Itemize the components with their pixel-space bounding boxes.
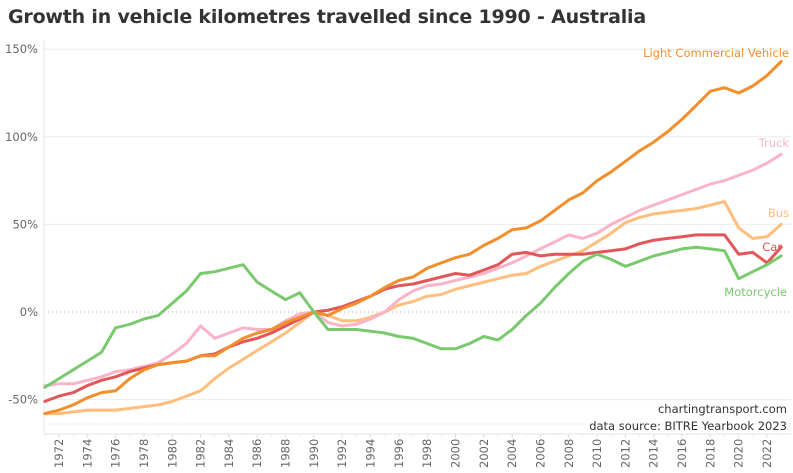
x-tick-label: 1972: [52, 439, 66, 468]
x-tick-label: 1988: [279, 439, 293, 468]
x-tick-label: 2016: [675, 439, 689, 468]
x-tick-label: 2010: [590, 439, 604, 468]
y-tick-label: 100%: [5, 130, 38, 144]
x-tick-label: 2006: [533, 439, 547, 468]
series-lines: [43, 60, 783, 416]
x-tick-label: 1986: [250, 439, 264, 468]
grid-lines: [44, 48, 791, 401]
x-tick-label: 2018: [703, 439, 717, 468]
x-tick-label: 1984: [222, 439, 236, 468]
series-labels: Light Commercial Vehicle Truck Bus Car Motor…: [643, 46, 789, 299]
source-site: chartingtransport.com: [658, 402, 787, 416]
axes: [43, 40, 791, 435]
x-tick-label: 2004: [505, 439, 519, 468]
x-tick-label: 2008: [562, 439, 576, 468]
x-tick-label: 1998: [420, 439, 434, 468]
series-line-truck: [43, 152, 783, 388]
series-label-light-commercial-vehicle: Light Commercial Vehicle: [643, 46, 789, 60]
x-tick-label: 1980: [165, 439, 179, 468]
series-label-motorcycle: Motorcycle: [724, 285, 787, 299]
x-tick-label: 2012: [618, 439, 632, 468]
series-label-car: Car: [762, 240, 782, 254]
x-tick-label: 1990: [307, 439, 321, 468]
x-axis-ticks: 1972 1974 1976 1978 1980 1982 1984 1986 1988 1990…: [44, 434, 782, 468]
x-tick-label: 1982: [194, 439, 208, 468]
x-tick-label: 1976: [109, 439, 123, 468]
x-tick-label: 2000: [448, 439, 462, 468]
x-tick-label: 2014: [647, 439, 661, 468]
x-tick-label: 1974: [80, 439, 94, 468]
y-tick-label: -50%: [8, 393, 38, 407]
series-line-motorcycle: [43, 245, 783, 389]
y-tick-label: 150%: [5, 42, 38, 56]
series-line-light-commercial-vehicle: [43, 60, 783, 416]
x-tick-label: 2020: [732, 439, 746, 468]
x-tick-label: 2002: [477, 439, 491, 468]
chart-title: Growth in vehicle kilometres travelled s…: [8, 6, 646, 28]
series-line-car: [43, 233, 783, 403]
x-tick-label: 1978: [137, 439, 151, 468]
source-data: data source: BITRE Yearbook 2023: [589, 419, 787, 433]
x-tick-label: 1994: [364, 439, 378, 468]
y-axis-ticks: 150% 100% 50% 0% -50%: [5, 42, 38, 406]
series-line-bus: [43, 200, 783, 416]
x-tick-label: 1996: [392, 439, 406, 468]
y-tick-label: 50%: [12, 217, 38, 231]
series-label-bus: Bus: [768, 206, 789, 220]
x-tick-label: 2022: [760, 439, 774, 468]
x-tick-label: 1992: [335, 439, 349, 468]
series-label-truck: Truck: [758, 136, 790, 150]
y-tick-label: 0%: [20, 305, 38, 319]
